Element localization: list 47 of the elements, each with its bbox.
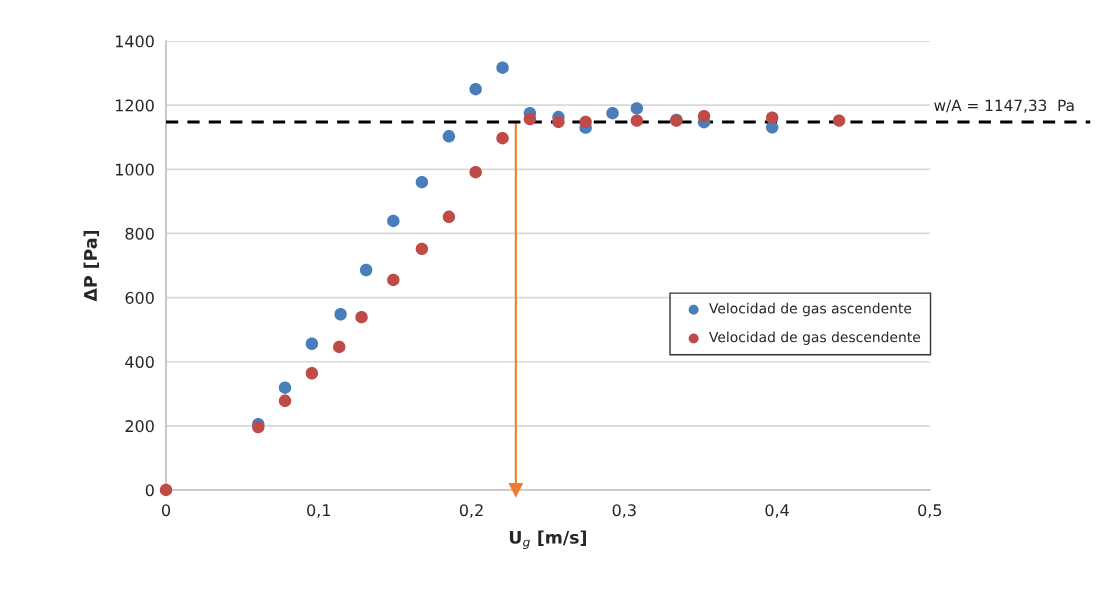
y-tick-label: 1200 (116, 99, 154, 112)
point (415, 175, 429, 189)
point (469, 166, 482, 179)
legend-label: Velocidad de gas ascendente (709, 302, 912, 317)
x-tick-label: 0,5 (918, 504, 942, 518)
point (334, 308, 347, 321)
point (630, 102, 644, 115)
point (496, 132, 509, 145)
point (579, 115, 592, 129)
y-tick-label: 600 (125, 291, 154, 304)
point (442, 130, 456, 143)
x-axis-title: U$_{g}$ [m/s] (509, 530, 586, 549)
point (355, 310, 368, 324)
point (333, 340, 346, 354)
point (305, 367, 319, 380)
point (832, 114, 846, 127)
y-tick-label: 1000 (116, 163, 154, 176)
legend-label: Velocidad de gas descendente (709, 331, 921, 345)
point (469, 82, 482, 96)
x-tick-label: 0 (161, 504, 171, 517)
ref-line-label: w/A = 1147,33 Pa (934, 99, 1074, 113)
point (305, 337, 319, 350)
point (278, 394, 292, 408)
x-tick-label: 0,1 (307, 504, 330, 518)
y-tick-label: 1400 (116, 35, 154, 48)
y-tick-label: 200 (125, 420, 154, 433)
point (523, 112, 537, 126)
y-axis-title: ΔP [Pa] (83, 230, 100, 302)
point (697, 109, 711, 123)
point (630, 114, 644, 127)
point (278, 381, 292, 394)
point (415, 242, 429, 256)
x-tick-label: 0,3 (612, 504, 636, 518)
x-tick-label: 0,4 (765, 504, 789, 518)
y-tick-label: 800 (125, 227, 154, 240)
point (496, 61, 509, 74)
point (442, 210, 456, 223)
point (387, 214, 400, 228)
point (359, 263, 373, 277)
point (765, 111, 779, 124)
point (552, 115, 565, 129)
point (159, 483, 173, 497)
y-tick-label: 0 (145, 484, 154, 497)
point (387, 273, 400, 287)
point (606, 107, 619, 120)
x-tick-label: 0,2 (459, 504, 483, 518)
y-tick-label: 400 (125, 355, 154, 369)
